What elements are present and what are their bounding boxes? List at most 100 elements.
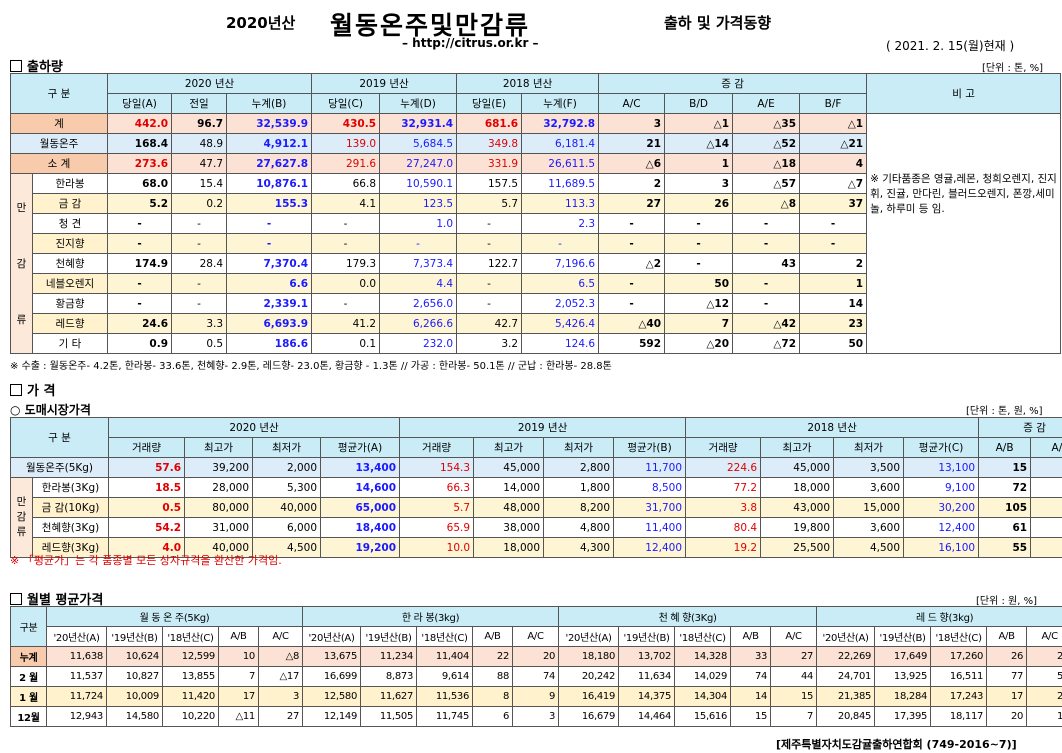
shipment-cell: 430.5 — [311, 113, 381, 134]
monthly-cell: △17 — [257, 666, 304, 687]
price-cell: 0.5 — [108, 497, 186, 518]
price-cell: 31,700 — [613, 497, 687, 518]
shipment-cell: 0.5 — [171, 333, 228, 354]
shipment-cell: △57 — [732, 173, 801, 194]
shipment-cell: - — [171, 233, 228, 254]
price-table: 구 분 2020 년산 2019 년산 2018 년산 증 감 거래량 최고가 최저… — [9, 417, 1062, 558]
price-cell: 39,200 — [184, 457, 254, 478]
monthly-col-header: '20년산(A) — [558, 626, 620, 647]
shipment-cell: 1.0 — [379, 213, 458, 234]
shipment-cell: - — [311, 213, 381, 234]
website-link[interactable]: – http://citrus.or.kr – — [402, 36, 539, 50]
price-cell: 43,000 — [760, 497, 835, 518]
shipment-cell: 123.5 — [379, 193, 458, 214]
price-cell: 80.4 — [685, 517, 762, 538]
checkbox-square-icon — [10, 593, 22, 605]
shipment-row: 황금향 - -2,339.1-2,656.0-2,052.3- △12-14 — [11, 293, 1061, 314]
monthly-cell: 11,724 — [46, 686, 107, 707]
shipment-cell: 157.5 — [456, 173, 523, 194]
monthly-cell: 8,873 — [360, 666, 418, 687]
shipment-cell: 41.2 — [311, 313, 381, 334]
price-cell: 66.3 — [399, 477, 475, 498]
monthly-cell: 27 — [770, 646, 818, 667]
shipment-cell: 291.6 — [311, 153, 381, 174]
footer-org: [제주특별자치도감귤출하연합회 (749-2016~7)] — [776, 738, 1017, 751]
group-label-char: 감 — [16, 257, 27, 270]
price-year2020-header: 2020 년산 — [108, 417, 401, 438]
monthly-row-label: 2 월 — [10, 666, 47, 687]
shipment-cell: △42 — [732, 313, 801, 334]
price-col-header: 최저가 — [543, 437, 615, 458]
monthly-cell: 16,511 — [930, 666, 988, 687]
shipment-row-label: 네블오렌지 — [31, 273, 109, 294]
monthly-cell: 16,679 — [558, 706, 620, 727]
shipment-row: 네블오렌지 - -6.6 0.0 4.4-6.5-50-1 — [11, 273, 1061, 294]
price-cell: 40,000 — [184, 537, 254, 558]
monthly-cell: 16,699 — [302, 666, 362, 687]
shipment-cell: 3 — [598, 113, 666, 134]
monthly-col-header: '18년산(C) — [674, 626, 732, 647]
shipment-row-label: 황금향 — [31, 293, 109, 314]
price-cell: 60 — [1030, 477, 1062, 498]
shipment-cell: 23 — [799, 313, 868, 334]
monthly-cell: 14,580 — [106, 706, 163, 727]
monthly-cell: 8 — [472, 686, 514, 707]
monthly-cell: △11 — [218, 706, 259, 727]
shipment-cell: - — [311, 293, 381, 314]
shipment-cell: 6,181.4 — [521, 133, 600, 154]
shipment-cell: - — [732, 233, 801, 254]
shipment-cell: - — [107, 273, 173, 294]
shipment-cell: - — [456, 293, 523, 314]
monthly-row: 12월 12,943 14,580 10,220 △11 27 12,149 11,505 11… — [10, 706, 1062, 727]
price-cell: 48,000 — [473, 497, 545, 518]
shipment-cell: △7 — [799, 173, 868, 194]
shipment-row: 금 감 5.2 0.2 155.3 4.1 123.5 5.7 113.3 27 26 △8 37 — [11, 193, 1061, 214]
shipment-cell: △2 — [598, 253, 666, 274]
monthly-cell: △8 — [257, 646, 304, 667]
year2019-header: 2019 년산 — [311, 73, 458, 94]
monthly-cell: 13,702 — [618, 646, 676, 667]
price-cell: 11,400 — [613, 517, 687, 538]
shipment-cell: - — [171, 293, 228, 314]
monthly-cell: 11,634 — [618, 666, 676, 687]
monthly-cell: 3 — [257, 686, 304, 707]
shipment-cell: 42.7 — [456, 313, 523, 334]
shipment-cell: - — [171, 273, 228, 294]
shipment-row-label: 금 감 — [31, 193, 109, 214]
shipment-cell: 0.2 — [171, 193, 228, 214]
shipment-cell: 14 — [799, 293, 868, 314]
monthly-col-header: '18년산(C) — [162, 626, 219, 647]
monthly-cell: 10 — [218, 646, 259, 667]
shipment-cell: 26 — [664, 193, 734, 214]
shipment-cell: 681.6 — [456, 113, 523, 134]
shipment-cell: △72 — [732, 333, 801, 354]
shipment-cell: △18 — [732, 153, 801, 174]
shipment-cell: 174.9 — [107, 253, 173, 274]
monthly-cell: 74 — [512, 666, 560, 687]
price-cell: 45,000 — [473, 457, 545, 478]
shipment-cell: △35 — [732, 113, 801, 134]
shipment-row-label: 천혜향 — [31, 253, 109, 274]
monthly-cell: 11,505 — [360, 706, 418, 727]
price-cell: 15,000 — [833, 497, 905, 518]
price-row-label: 한라봉(3Kg) — [31, 477, 110, 498]
shipment-cell: 5,684.5 — [379, 133, 458, 154]
price-cell: 5,300 — [252, 477, 322, 498]
shipment-col-header: 누계(D) — [379, 93, 458, 114]
price-cell: 2,000 — [252, 457, 322, 478]
page-title: 월동온주및만감류 — [330, 11, 531, 40]
shipment-row: 진지향 - - - - - - - - - - - — [11, 233, 1061, 254]
monthly-cell: 14,464 — [618, 706, 676, 727]
price-cell: 19 — [1030, 537, 1062, 558]
monthly-row: 1 월 11,724 10,009 11,420 17 3 12,580 11,627 11,5… — [10, 686, 1062, 707]
shipment-cell: 179.3 — [311, 253, 381, 274]
shipment-cell: 32,792.8 — [521, 113, 600, 134]
price-change-header: 증 감 — [978, 417, 1062, 438]
shipment-col-header: 당일(C) — [311, 93, 381, 114]
shipment-cell: 7,370.4 — [226, 253, 313, 274]
shipment-cell: 27,247.0 — [379, 153, 458, 174]
monthly-cell: 14,029 — [674, 666, 732, 687]
change-header: 증 감 — [598, 73, 868, 94]
